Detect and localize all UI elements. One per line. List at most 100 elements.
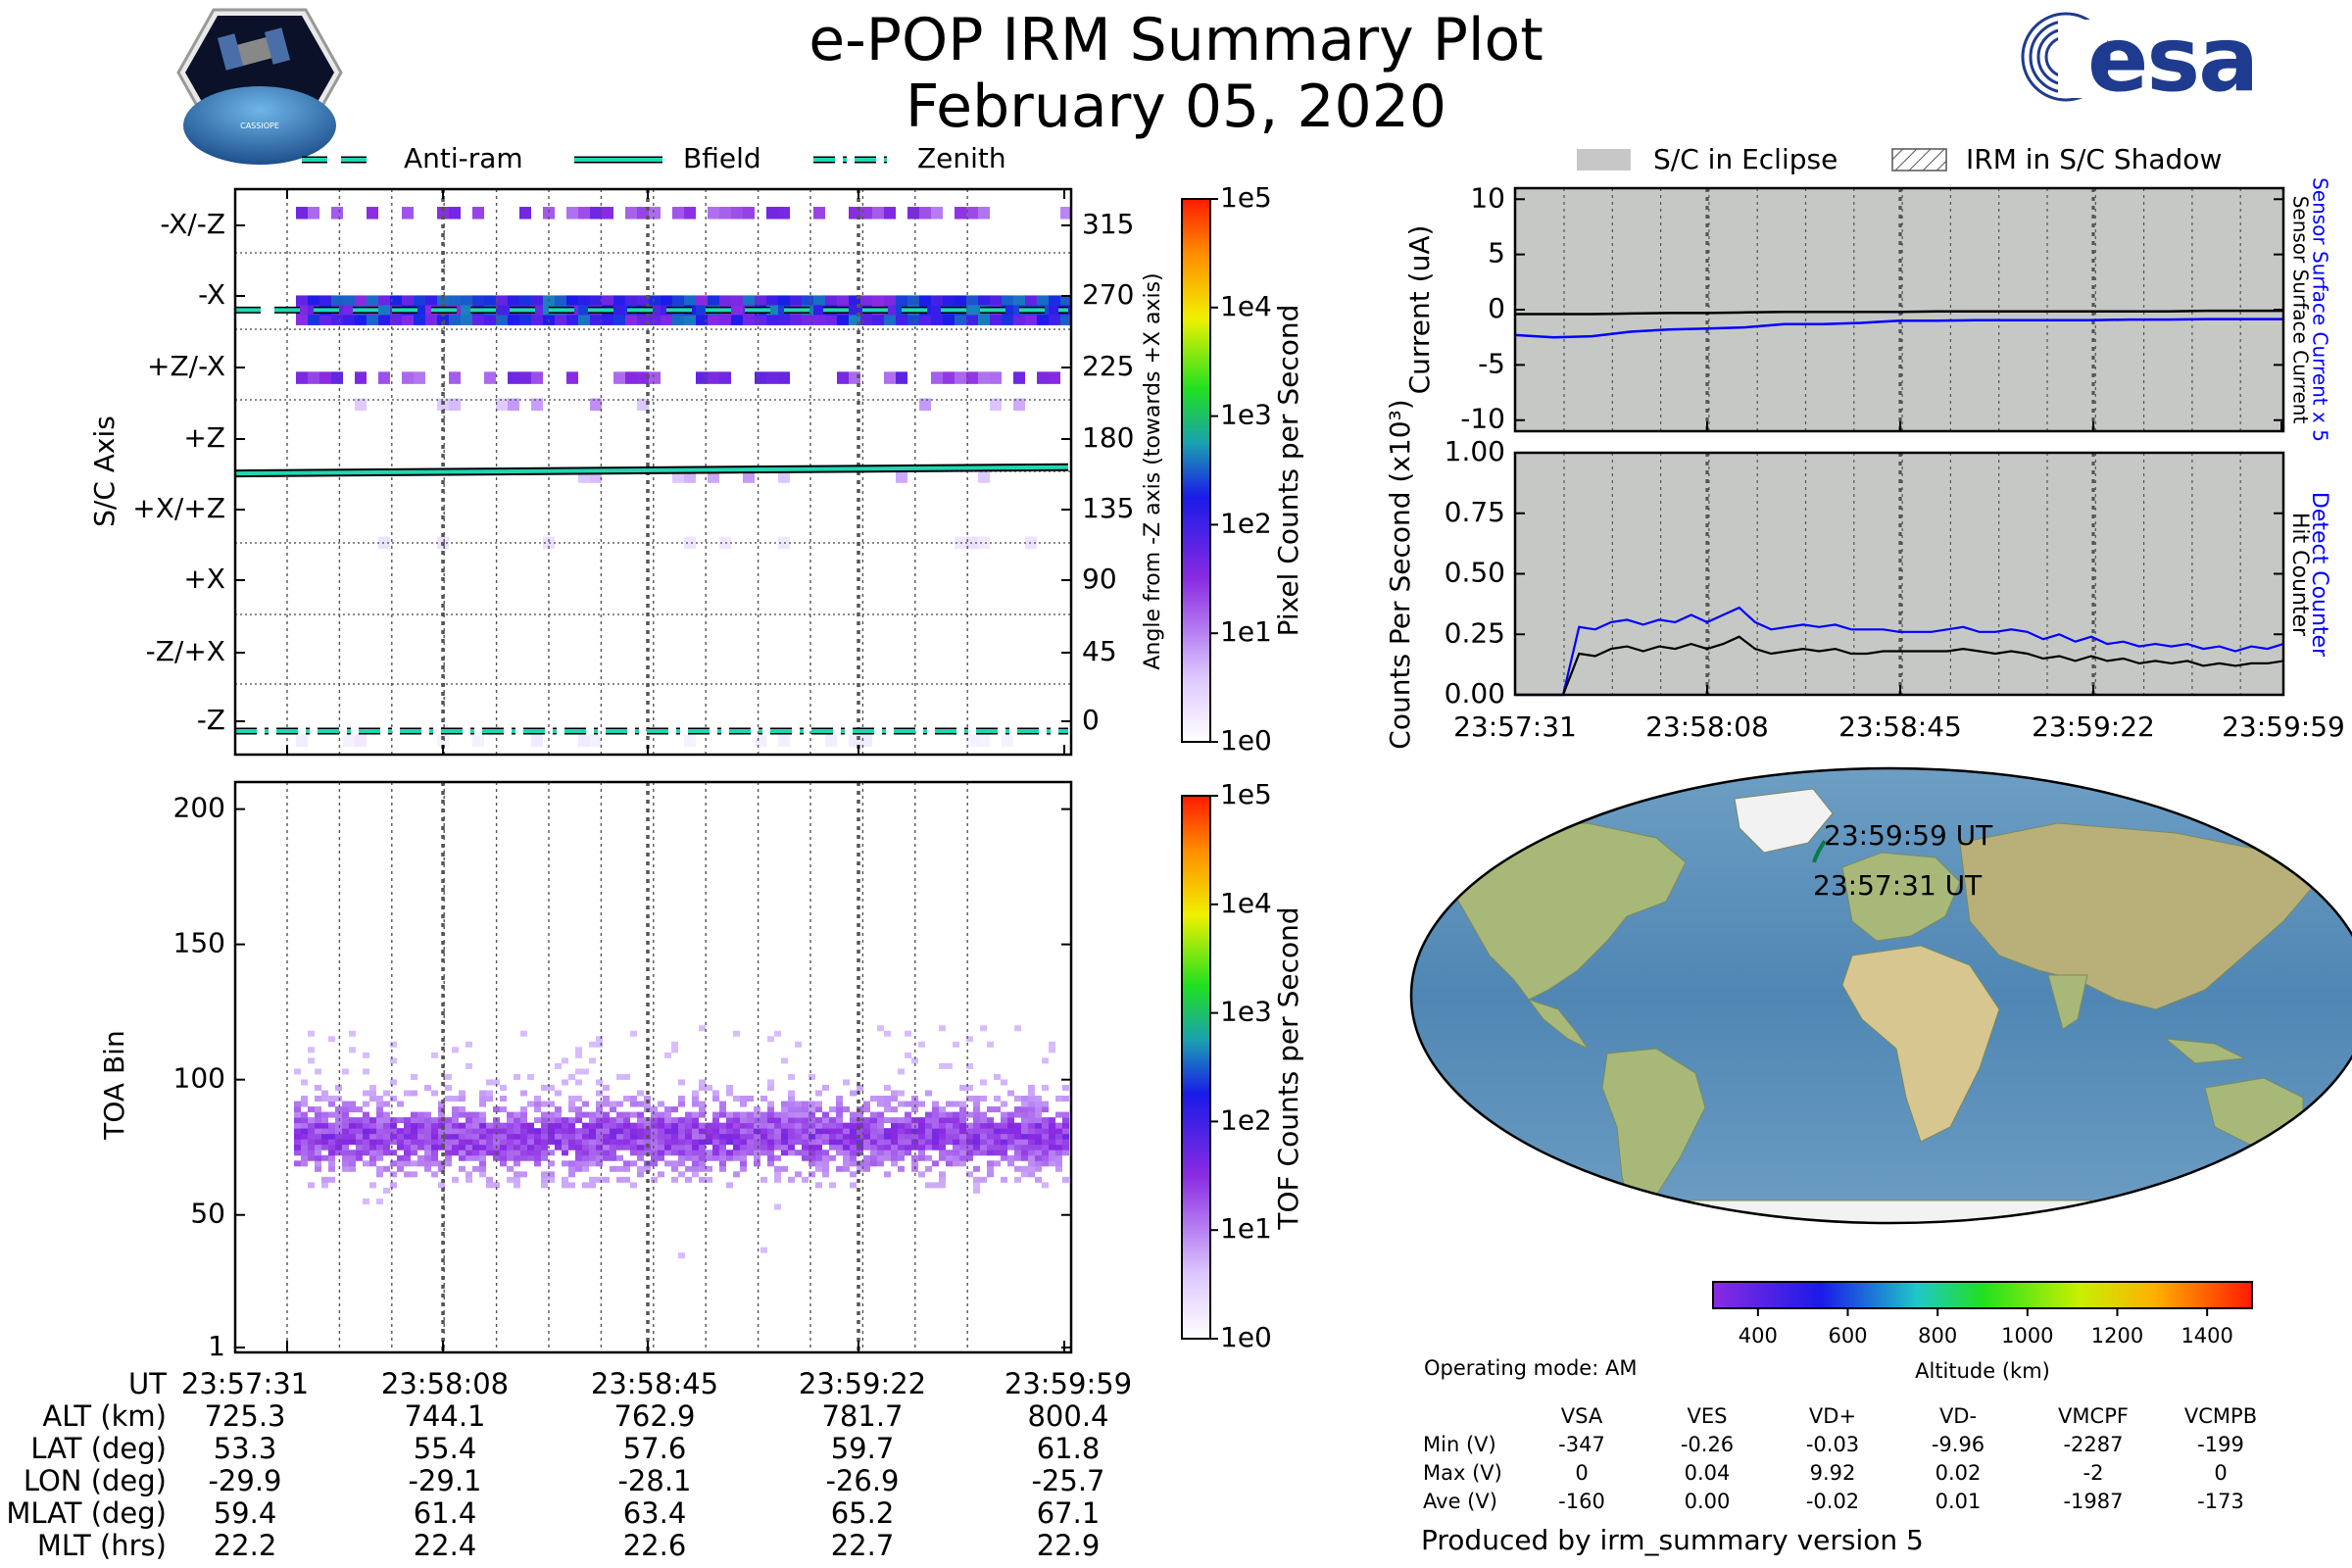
toa-heatmap-cell <box>575 1150 582 1156</box>
toa-heatmap-cell <box>459 1139 466 1146</box>
ephemeris-cell-lat: 55.4 <box>413 1432 477 1465</box>
heatmap-cell <box>566 295 578 306</box>
toa-heatmap-cell <box>596 1122 603 1129</box>
counts-tick-label: 1.00 <box>1445 435 1505 467</box>
toa-heatmap-cell <box>939 1117 946 1124</box>
toa-heatmap-cell <box>808 1139 815 1146</box>
toa-heatmap-cell <box>692 1128 699 1135</box>
toa-heatmap-cell <box>678 1150 685 1156</box>
toa-heatmap-cell <box>644 1101 651 1107</box>
toa-heatmap-cell <box>754 1144 760 1151</box>
toa-heatmap-cell <box>891 1139 898 1146</box>
toa-heatmap-cell <box>850 1150 857 1156</box>
heatmap-cell <box>743 295 755 306</box>
toa-heatmap-cell <box>843 1139 850 1146</box>
toa-heatmap-cell <box>315 1117 321 1124</box>
toa-heatmap-cell <box>445 1117 452 1124</box>
voltage-header: VD- <box>1938 1404 1978 1428</box>
voltage-value: -160 <box>1558 1490 1605 1513</box>
heatmap-cell <box>367 207 378 220</box>
heatmap-cell <box>825 315 837 325</box>
toa-heatmap-cell <box>678 1160 685 1167</box>
toa-heatmap-cell <box>390 1133 397 1140</box>
toa-heatmap-cell <box>678 1079 685 1086</box>
toa-heatmap-cell <box>369 1096 376 1102</box>
voltage-value: 0.00 <box>1684 1490 1731 1513</box>
heatmap-cell <box>860 315 872 325</box>
heatmap-cell <box>708 207 719 220</box>
toa-heatmap-cell <box>795 1041 802 1048</box>
toa-heatmap-cell <box>431 1144 438 1151</box>
toa-heatmap-cell <box>616 1176 623 1183</box>
toa-heatmap-cell <box>850 1160 857 1167</box>
toa-heatmap-cell <box>815 1090 822 1097</box>
toa-heatmap-cell <box>582 1068 589 1075</box>
toa-heatmap-cell <box>925 1128 932 1135</box>
toa-heatmap-cell <box>431 1117 438 1124</box>
toa-heatmap-cell <box>555 1111 562 1118</box>
heatmap-cell <box>990 295 1002 306</box>
toa-heatmap-cell <box>685 1111 692 1118</box>
toa-heatmap-cell <box>1035 1165 1042 1172</box>
heatmap-cell <box>402 207 414 220</box>
ephemeris-label-lat: LAT (deg) <box>30 1432 167 1465</box>
toa-heatmap-cell <box>671 1122 678 1129</box>
toa-heatmap-cell <box>1014 1144 1021 1151</box>
toa-heatmap-cell <box>767 1133 774 1140</box>
toa-heatmap-cell <box>959 1128 966 1135</box>
ephemeris-cell-lat: 61.8 <box>1036 1432 1101 1465</box>
heatmap-cell <box>731 305 743 316</box>
toa-heatmap-cell <box>486 1144 493 1151</box>
angle-ylabel: Angle from -Z axis (towards +X axis) <box>1141 272 1165 669</box>
colorbar-tick-label: 1e1 <box>1220 615 1272 648</box>
toa-heatmap-cell <box>959 1101 966 1107</box>
toa-heatmap-cell <box>781 1144 788 1151</box>
toa-heatmap-cell <box>1028 1117 1035 1124</box>
toa-heatmap-cell <box>658 1117 664 1124</box>
altitude-colorbar-label: Altitude (km) <box>1915 1359 2050 1383</box>
heatmap-cell <box>813 295 825 306</box>
toa-heatmap-cell <box>699 1106 706 1113</box>
heatmap-cell <box>684 734 696 748</box>
toa-heatmap-cell <box>623 1139 630 1146</box>
heatmap-cell <box>414 315 425 325</box>
toa-heatmap-cell <box>328 1128 335 1135</box>
toa-heatmap-cell <box>383 1122 390 1129</box>
heatmap-cell <box>613 315 625 325</box>
heatmap-cell <box>755 371 766 384</box>
toa-heatmap-cell <box>486 1176 493 1183</box>
heatmap-cell <box>484 295 496 306</box>
toa-heatmap-cell <box>452 1122 459 1129</box>
toa-heatmap-cell <box>582 1154 589 1161</box>
toa-heatmap-cell <box>1007 1160 1014 1167</box>
toa-heatmap-cell <box>363 1128 369 1135</box>
toa-heatmap-cell <box>1014 1025 1021 1032</box>
ephemeris-label-mlt: MLT (hrs) <box>36 1529 167 1562</box>
toa-heatmap-cell <box>863 1101 870 1107</box>
toa-heatmap-cell <box>719 1154 726 1161</box>
heatmap-cell <box>860 295 872 306</box>
toa-heatmap-cell <box>953 1111 959 1118</box>
toa-heatmap-cell <box>445 1133 452 1140</box>
heatmap-cell <box>708 315 719 325</box>
toa-heatmap-cell <box>781 1133 788 1140</box>
toa-heatmap-cell <box>582 1182 589 1189</box>
toa-heatmap-cell <box>363 1198 369 1204</box>
heatmap-cell <box>637 315 649 325</box>
ephemeris-cell-alt: 744.1 <box>404 1399 486 1433</box>
toa-heatmap-cell <box>815 1150 822 1156</box>
toa-heatmap-cell <box>664 1150 671 1156</box>
heatmap-cell <box>1060 207 1072 220</box>
toa-heatmap-cell <box>582 1139 589 1146</box>
toa-heatmap-cell <box>321 1176 328 1183</box>
toa-heatmap-cell <box>733 1117 740 1124</box>
toa-heatmap-cell <box>747 1122 754 1129</box>
toa-heatmap-cell <box>808 1111 815 1118</box>
plot-title: e-POP IRM Summary Plot <box>808 6 1544 74</box>
toa-heatmap-cell <box>863 1128 870 1135</box>
plot-date: February 05, 2020 <box>905 73 1447 141</box>
ephemeris-cell-ut: 23:57:31 <box>180 1367 310 1400</box>
toa-heatmap-cell <box>836 1117 843 1124</box>
heatmap-cell <box>966 315 978 325</box>
toa-heatmap-cell <box>808 1073 815 1080</box>
